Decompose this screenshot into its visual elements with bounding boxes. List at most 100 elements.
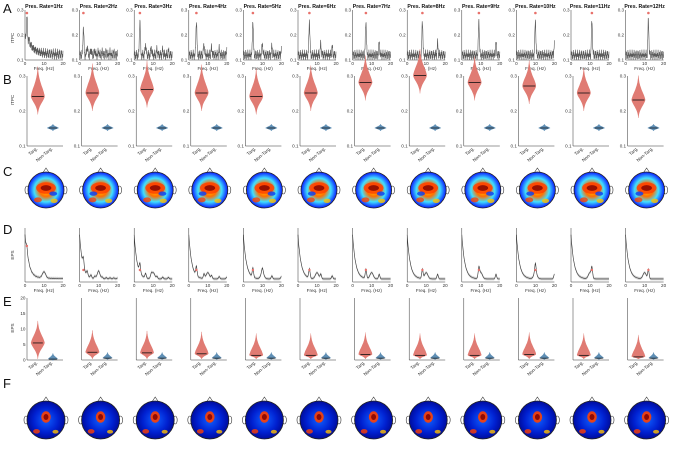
ytick-label: 0.1 bbox=[292, 144, 299, 149]
hot-region bbox=[361, 197, 370, 203]
nose bbox=[206, 167, 214, 173]
eps-violin-6: Targ.Non-Targ. bbox=[299, 298, 336, 377]
axes bbox=[190, 298, 227, 361]
itpc-violin-10: 0.30.20.1 Targ.Non-Targ. bbox=[511, 60, 555, 163]
topomap-c-2 bbox=[79, 167, 122, 209]
targ-violin bbox=[85, 330, 100, 359]
itpc-violin-2: 0.3 0.2 0.1 Targ.Non-Targ. bbox=[74, 63, 118, 163]
xlabel: Freq. (Hz) bbox=[143, 288, 164, 293]
axes bbox=[352, 10, 391, 61]
hot-core bbox=[532, 185, 543, 191]
rate-marker bbox=[25, 244, 29, 248]
ytick-label: 0.1 bbox=[618, 58, 625, 63]
xtick-label: 10 bbox=[424, 61, 430, 66]
ytick-label: 0.1 bbox=[126, 58, 133, 63]
ytick-label: 0.2 bbox=[183, 109, 190, 114]
hot-region bbox=[525, 197, 534, 203]
axes bbox=[188, 228, 227, 283]
axes bbox=[26, 298, 63, 361]
topomap-f-2 bbox=[78, 396, 123, 440]
rate-marker bbox=[82, 268, 85, 272]
hot-core bbox=[425, 413, 431, 421]
axes bbox=[354, 76, 391, 147]
targ-violin bbox=[30, 66, 45, 115]
eps-spectrum-12: 0 10 20 Freq. (Hz) bbox=[624, 228, 667, 293]
axes bbox=[81, 76, 118, 147]
xtick-label: 20 bbox=[552, 283, 558, 288]
nose bbox=[151, 396, 159, 402]
itpc-trace bbox=[516, 19, 555, 61]
category-label: Targ. bbox=[137, 146, 148, 156]
rate-marker bbox=[364, 11, 368, 15]
eps-trace bbox=[352, 234, 391, 280]
axes bbox=[516, 10, 555, 61]
category-label: Targ. bbox=[137, 360, 148, 370]
eps-trace bbox=[406, 234, 446, 280]
targ-violin bbox=[194, 331, 209, 359]
rate-marker bbox=[308, 268, 311, 272]
non-targ-violin bbox=[266, 352, 277, 360]
hot-region bbox=[416, 197, 425, 203]
category-label: Targ. bbox=[410, 146, 421, 156]
category-label: Non-Targ. bbox=[35, 360, 54, 377]
xlabel: Freq. (Hz) bbox=[197, 288, 218, 293]
xlabel: Freq. (Hz) bbox=[307, 66, 328, 71]
non-targ-violin bbox=[539, 352, 550, 360]
ytick-label: 0.1 bbox=[128, 144, 135, 149]
xtick-label: 20 bbox=[60, 61, 66, 66]
topomap-f-8 bbox=[405, 396, 451, 440]
hot-core bbox=[641, 185, 652, 191]
targ-violin bbox=[467, 56, 482, 101]
row-d-eps-spectra: 0 10 20 Freq. (Hz) 0 10 20 Freq. (Hz) 0 10 20 Freq.… bbox=[10, 228, 667, 293]
targ-violin bbox=[303, 65, 318, 111]
xlabel: Freq. (Hz) bbox=[470, 288, 491, 293]
axes bbox=[516, 228, 555, 283]
category-label: Non-Targ. bbox=[417, 146, 436, 163]
category-label: Non-Targ. bbox=[35, 146, 54, 163]
topomap-f-9 bbox=[460, 396, 506, 440]
hot-core bbox=[313, 185, 325, 191]
nose bbox=[315, 396, 323, 402]
category-label: Targ. bbox=[355, 146, 366, 156]
subplot-title: Pres. Rate=2Hz bbox=[80, 4, 118, 10]
non-targ-violin bbox=[429, 124, 442, 131]
rate-marker bbox=[590, 11, 594, 15]
rate-marker bbox=[647, 268, 650, 272]
axes bbox=[572, 298, 609, 361]
topomap-f-12 bbox=[624, 396, 669, 440]
xtick-label: 10 bbox=[369, 283, 375, 288]
non-targ-violin bbox=[320, 352, 331, 360]
ytick-label: 0.2 bbox=[618, 33, 625, 38]
eps-error-band bbox=[79, 233, 118, 281]
ytick-label: 0.3 bbox=[292, 74, 299, 79]
ytick-label: 5 bbox=[23, 342, 26, 347]
ytick-label: 0.2 bbox=[74, 109, 81, 114]
itpc-violin-12: 0.3 0.2 0.1 Targ.Non-Targ. bbox=[620, 74, 664, 163]
hot-region bbox=[579, 197, 588, 203]
eps-violin-11: Targ.Non-Targ. bbox=[572, 298, 609, 377]
eps-violin-2: Targ.Non-Targ. bbox=[81, 298, 118, 377]
panel-label-a: A bbox=[3, 1, 12, 16]
rate-marker bbox=[421, 11, 424, 15]
non-targ-violin bbox=[156, 124, 169, 131]
ytick-label: 0.2 bbox=[181, 33, 188, 38]
ytick-label: 0.3 bbox=[19, 74, 26, 79]
xtick-label: 0 bbox=[461, 283, 464, 288]
eps-spectrum-4: 0 10 20 Freq. (Hz) bbox=[188, 228, 230, 293]
axes bbox=[135, 298, 173, 361]
axes bbox=[24, 10, 63, 61]
hot-region bbox=[541, 198, 550, 203]
xtick-label: 20 bbox=[552, 61, 558, 66]
non-targ-violin bbox=[265, 124, 278, 131]
xtick-label: 0 bbox=[133, 61, 136, 66]
hot-region bbox=[524, 429, 532, 434]
nose bbox=[42, 167, 50, 173]
eps-error-band bbox=[188, 233, 227, 281]
rate-marker bbox=[308, 11, 311, 15]
xtick-label: 0 bbox=[78, 283, 81, 288]
hot-region bbox=[268, 198, 277, 203]
eps-error-band bbox=[461, 233, 500, 281]
non-targ-violin bbox=[101, 124, 114, 131]
axes bbox=[297, 228, 336, 283]
